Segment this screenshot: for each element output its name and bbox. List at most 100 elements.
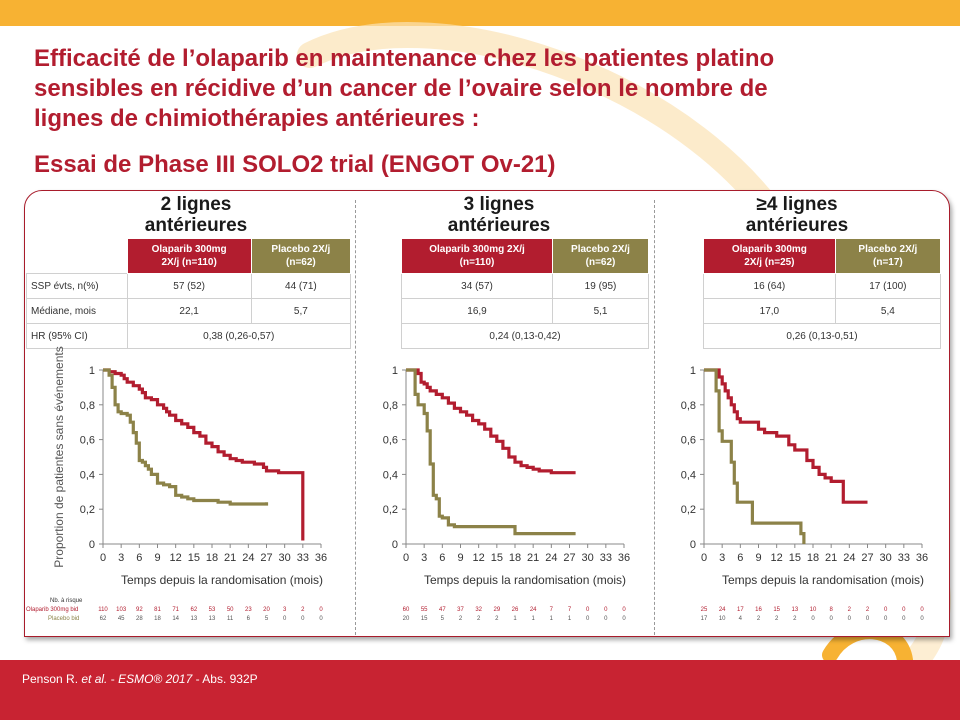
citation-part: Penson R. <box>22 672 82 686</box>
risk-count-placebo: 2 <box>476 616 481 622</box>
table-cell: 16 (64) <box>703 273 836 299</box>
panel-2-lignes: 2 lignes antérieures Olaparib 300mg 2X/j … <box>26 190 352 635</box>
risk-count-placebo: 1 <box>549 616 553 622</box>
table-cell: 5,7 <box>250 298 352 324</box>
risk-count-olaparib: 7 <box>549 607 553 613</box>
olaparib-curve <box>704 368 868 504</box>
risk-count-placebo: 2 <box>756 616 761 622</box>
risk-count-olaparib: 55 <box>420 607 428 613</box>
placebo-header: Placebo 2X/j (n=62) <box>552 238 649 274</box>
x-tick-label: 15 <box>491 552 503 564</box>
risk-count-placebo: 4 <box>738 616 742 622</box>
risk-count-olaparib: 7 <box>567 607 572 613</box>
header-line: Placebo 2X/j <box>271 244 331 255</box>
footer-bar <box>0 660 960 720</box>
header-line: (n=110) <box>459 257 495 268</box>
olaparib-header: Olaparib 300mg 2X/j (n=110) <box>400 238 554 274</box>
risk-count-olaparib: 2 <box>301 607 305 613</box>
placebo-curve <box>406 368 576 536</box>
km-chart: 00,20,40,60,810 3 6 9 12 15 18 21 24 27 30 33 36Temp… <box>681 365 928 587</box>
x-tick-label: 0 <box>701 552 707 564</box>
risk-count-placebo: 0 <box>902 616 906 622</box>
table-cell: 5,4 <box>834 298 942 324</box>
y-tick-label: 1 <box>690 365 696 377</box>
x-tick-label: 12 <box>170 552 182 564</box>
x-tick-label: 24 <box>843 552 855 564</box>
risk-label-placebo: Placebo bid <box>48 616 80 622</box>
x-tick-label: 9 <box>755 552 761 564</box>
table-row: 16,9 5,1 <box>400 298 649 324</box>
risk-count-olaparib: 103 <box>116 607 127 613</box>
x-tick-label: 12 <box>473 552 485 564</box>
x-tick-label: 21 <box>224 552 236 564</box>
panel-title-line: ≥4 lignes <box>756 194 838 215</box>
header-line: Olaparib 300mg <box>731 244 807 255</box>
footer-citation: Penson R. et al. - ESMO® 2017 - Abs. 932… <box>22 672 258 686</box>
x-axis-label: Temps depuis la randomisation (mois) <box>121 573 323 587</box>
risk-count-olaparib: 23 <box>244 607 252 613</box>
panel-title-line: antérieures <box>447 215 551 236</box>
header-line: Olaparib 300mg <box>151 244 227 255</box>
header-line: Placebo 2X/j <box>571 244 630 255</box>
risk-count-olaparib: 24 <box>529 607 537 613</box>
risk-count-placebo: 62 <box>99 616 107 622</box>
risk-count-olaparib: 16 <box>755 607 762 613</box>
risk-count-olaparib: 3 <box>282 607 287 613</box>
x-tick-label: 21 <box>825 552 837 564</box>
x-tick-label: 0 <box>403 552 409 564</box>
risk-count-olaparib: 0 <box>319 607 323 613</box>
header-line: 2X/j (n=25) <box>744 257 795 268</box>
risk-count-placebo: 2 <box>495 616 499 622</box>
x-tick-label: 30 <box>880 552 892 564</box>
olaparib-curve <box>406 368 576 475</box>
x-tick-label: 33 <box>600 552 612 564</box>
table-cell: 17,0 <box>703 298 836 324</box>
risk-count-placebo: 5 <box>264 616 269 622</box>
placebo-header: Placebo 2X/j (n=62) <box>250 238 352 274</box>
y-tick-label: 1 <box>89 365 95 377</box>
table-cell: 0,38 (0,26-0,57) <box>126 323 351 349</box>
panel-title-line: 3 lignes <box>463 194 535 215</box>
y-tick-label: 0 <box>89 539 95 551</box>
row-label: Médiane, mois <box>26 298 128 324</box>
panel-divider <box>654 200 655 635</box>
km-chart: 00,20,40,60,810 3 6 9 12 15 18 21 24 27 30 33 36Temp… <box>52 346 327 587</box>
table-cell: 57 (52) <box>126 273 252 299</box>
panel-title: 2 lignes antérieures <box>48 194 344 236</box>
risk-count-olaparib: 2 <box>865 607 870 613</box>
risk-count-placebo: 20 <box>402 616 410 622</box>
risk-count-olaparib: 0 <box>883 607 888 613</box>
table-row: 17,0 5,4 <box>703 298 942 324</box>
stats-table: Olaparib 300mg 2X/j (n=110) Placebo 2X/j (… <box>400 238 649 349</box>
x-tick-label: 27 <box>861 552 873 564</box>
risk-count-placebo: 0 <box>622 616 626 622</box>
y-tick-label: 0,8 <box>383 400 398 412</box>
citation-part: - <box>107 672 119 686</box>
risk-count-olaparib: 25 <box>700 607 708 613</box>
risk-count-olaparib: 10 <box>809 607 817 613</box>
panel-divider <box>355 200 356 635</box>
risk-count-placebo: 0 <box>585 616 590 622</box>
risk-count-olaparib: 37 <box>457 607 464 613</box>
risk-count-placebo: 1 <box>531 616 535 622</box>
risk-count-olaparib: 8 <box>829 607 833 613</box>
y-tick-label: 1 <box>392 365 398 377</box>
risk-count-olaparib: 13 <box>791 607 799 613</box>
x-tick-label: 36 <box>315 552 327 564</box>
x-tick-label: 6 <box>439 552 445 564</box>
header-line: 2X/j (n=110) <box>161 257 217 268</box>
risk-count-olaparib: 17 <box>736 607 744 613</box>
risk-count-placebo: 1 <box>513 616 517 622</box>
table-row: Médiane, mois 22,1 5,7 <box>26 298 352 324</box>
risk-count-olaparib: 26 <box>511 607 519 613</box>
x-tick-label: 18 <box>509 552 521 564</box>
table-cell: 0,26 (0,13-0,51) <box>703 323 941 349</box>
risk-count-placebo: 2 <box>458 616 463 622</box>
risk-count-olaparib: 53 <box>208 607 216 613</box>
panel-title: 3 lignes antérieures <box>351 194 647 236</box>
olaparib-header: Olaparib 300mg 2X/j (n=25) <box>703 238 836 274</box>
y-tick-label: 0,6 <box>383 435 398 447</box>
y-tick-label: 0,2 <box>80 504 95 516</box>
risk-count-olaparib: 110 <box>98 607 108 613</box>
risk-count-placebo: 0 <box>920 616 924 622</box>
